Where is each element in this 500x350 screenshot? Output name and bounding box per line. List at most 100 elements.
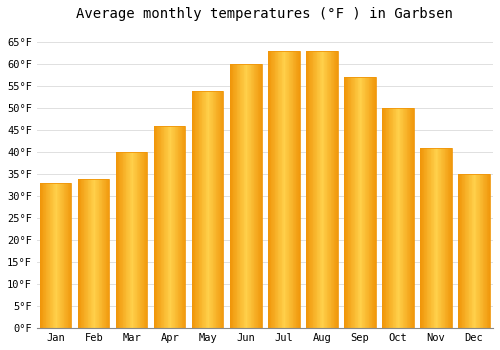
Bar: [52, 183, 54, 328]
Bar: [128, 152, 130, 328]
Bar: [466, 174, 467, 328]
Bar: [177, 126, 178, 328]
Bar: [459, 174, 460, 328]
Bar: [252, 64, 253, 328]
Bar: [202, 91, 203, 328]
Bar: [451, 148, 452, 328]
Bar: [368, 77, 370, 328]
Bar: [86, 178, 87, 328]
Bar: [420, 148, 421, 328]
Bar: [291, 51, 292, 328]
Bar: [134, 152, 135, 328]
Bar: [192, 91, 224, 328]
Bar: [326, 51, 328, 328]
Bar: [168, 126, 169, 328]
Bar: [296, 51, 297, 328]
Bar: [462, 174, 463, 328]
Bar: [472, 174, 474, 328]
Bar: [50, 183, 51, 328]
Bar: [298, 51, 299, 328]
Bar: [402, 108, 404, 328]
Bar: [359, 77, 360, 328]
Bar: [46, 183, 47, 328]
Bar: [211, 91, 212, 328]
Bar: [192, 91, 193, 328]
Title: Average monthly temperatures (°F ) in Garbsen: Average monthly temperatures (°F ) in Ga…: [76, 7, 454, 21]
Bar: [476, 174, 477, 328]
Bar: [143, 152, 144, 328]
Bar: [207, 91, 208, 328]
Bar: [278, 51, 280, 328]
Bar: [232, 64, 234, 328]
Bar: [55, 183, 56, 328]
Bar: [69, 183, 70, 328]
Bar: [130, 152, 131, 328]
Bar: [336, 51, 337, 328]
Bar: [162, 126, 163, 328]
Bar: [216, 91, 218, 328]
Bar: [382, 108, 414, 328]
Bar: [163, 126, 164, 328]
Bar: [118, 152, 120, 328]
Bar: [484, 174, 485, 328]
Bar: [468, 174, 469, 328]
Bar: [138, 152, 139, 328]
Bar: [277, 51, 278, 328]
Bar: [316, 51, 318, 328]
Bar: [320, 51, 321, 328]
Bar: [200, 91, 201, 328]
Bar: [107, 178, 108, 328]
Bar: [307, 51, 308, 328]
Bar: [458, 174, 459, 328]
Bar: [257, 64, 258, 328]
Bar: [282, 51, 283, 328]
Bar: [332, 51, 333, 328]
Bar: [371, 77, 372, 328]
Bar: [423, 148, 424, 328]
Bar: [460, 174, 461, 328]
Bar: [405, 108, 406, 328]
Bar: [315, 51, 316, 328]
Bar: [132, 152, 134, 328]
Bar: [270, 51, 272, 328]
Bar: [98, 178, 100, 328]
Bar: [93, 178, 94, 328]
Bar: [182, 126, 183, 328]
Bar: [87, 178, 88, 328]
Bar: [292, 51, 294, 328]
Bar: [45, 183, 46, 328]
Bar: [322, 51, 324, 328]
Bar: [444, 148, 446, 328]
Bar: [410, 108, 412, 328]
Bar: [268, 51, 269, 328]
Bar: [370, 77, 371, 328]
Bar: [429, 148, 430, 328]
Bar: [375, 77, 376, 328]
Bar: [356, 77, 357, 328]
Bar: [198, 91, 200, 328]
Bar: [488, 174, 489, 328]
Bar: [430, 148, 432, 328]
Bar: [214, 91, 215, 328]
Bar: [63, 183, 64, 328]
Bar: [196, 91, 197, 328]
Bar: [392, 108, 394, 328]
Bar: [424, 148, 425, 328]
Bar: [447, 148, 448, 328]
Bar: [330, 51, 332, 328]
Bar: [254, 64, 256, 328]
Bar: [208, 91, 210, 328]
Bar: [221, 91, 222, 328]
Bar: [116, 152, 148, 328]
Bar: [290, 51, 291, 328]
Bar: [399, 108, 400, 328]
Bar: [474, 174, 475, 328]
Bar: [406, 108, 408, 328]
Bar: [373, 77, 374, 328]
Bar: [201, 91, 202, 328]
Bar: [294, 51, 295, 328]
Bar: [386, 108, 387, 328]
Bar: [142, 152, 143, 328]
Bar: [101, 178, 102, 328]
Bar: [420, 148, 452, 328]
